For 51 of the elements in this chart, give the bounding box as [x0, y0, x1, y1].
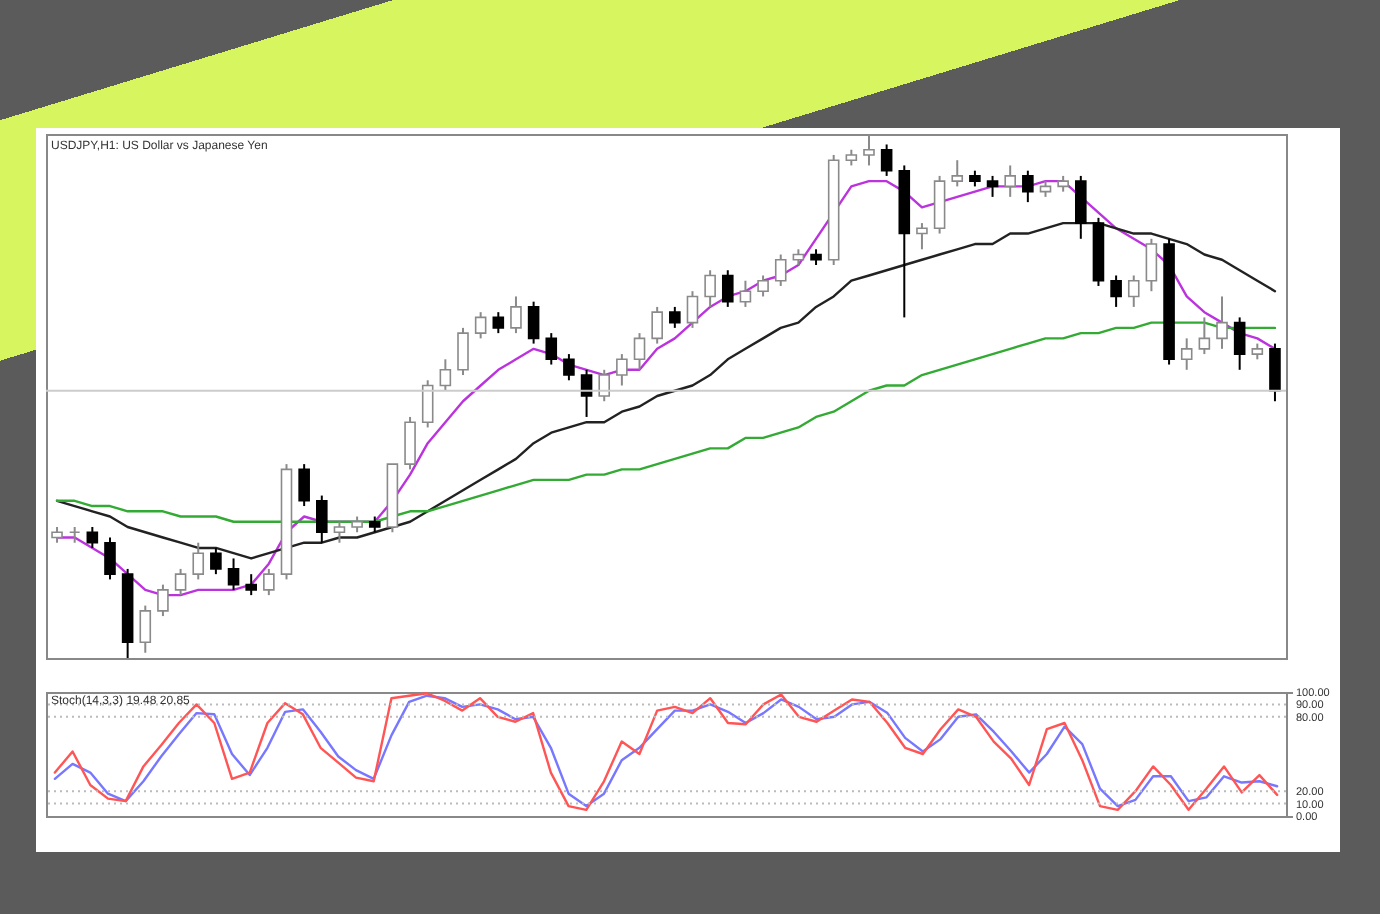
candlestick: [651, 305, 663, 345]
candlestick: [563, 353, 575, 382]
candlestick: [1180, 337, 1193, 371]
candlestick: [774, 253, 787, 287]
candlestick: [210, 546, 222, 576]
candlestick: [633, 332, 646, 371]
candlestick: [721, 269, 734, 308]
candlestick: [1022, 169, 1034, 204]
candlestick: [951, 159, 964, 188]
candlestick: [86, 526, 99, 549]
candlestick: [1233, 316, 1246, 371]
candlestick: [474, 311, 487, 340]
candlestick: [669, 305, 681, 329]
candlestick: [1216, 295, 1228, 350]
candlestick: [139, 604, 152, 654]
candlestick: [933, 174, 946, 235]
candlestick: [510, 295, 522, 335]
candlestick: [68, 526, 81, 544]
candlestick: [686, 290, 699, 329]
candlestick: [333, 520, 346, 544]
candlestick: [263, 567, 275, 597]
candlestick: [1269, 342, 1281, 403]
candlestick: [598, 368, 611, 403]
candlestick: [916, 222, 928, 251]
candlestick: [1198, 316, 1211, 356]
candlestick: [1110, 274, 1122, 308]
candlestick: [174, 567, 187, 597]
candlestick: [1075, 174, 1087, 240]
candlestick: [616, 353, 628, 387]
candlestick: [439, 358, 452, 392]
candlestick: [880, 143, 893, 177]
candlestick: [492, 311, 505, 335]
candlestick: [104, 536, 116, 581]
candlestick: [704, 269, 716, 308]
candlestick: [757, 274, 769, 298]
candlestick: [739, 279, 752, 308]
candlestick: [545, 332, 558, 366]
candlestick: [157, 583, 169, 618]
candlestick: [404, 415, 416, 471]
candlestick: [316, 494, 328, 544]
candlestick: [527, 300, 540, 345]
candlestick: [1127, 274, 1140, 308]
candlestick: [227, 557, 240, 591]
candlestick: [421, 379, 434, 429]
candlestick: [1145, 237, 1158, 293]
candlestick: [457, 326, 469, 377]
candlestick: [298, 463, 310, 508]
candlestick: [192, 541, 205, 581]
candlestick: [1004, 164, 1016, 198]
candlestick: [245, 573, 257, 597]
candlestick: [986, 174, 999, 198]
